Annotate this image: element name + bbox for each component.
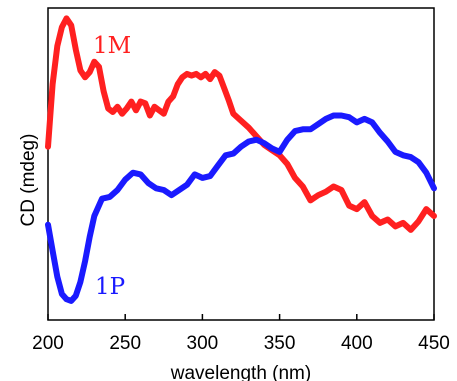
x-tick-label-300: 300	[187, 333, 219, 354]
x-tick-label-400: 400	[341, 333, 373, 354]
series-line-1m	[45, 15, 437, 233]
y-axis-title: CD (mdeg)	[18, 134, 39, 227]
x-tick-label-200: 200	[32, 333, 64, 354]
plot-frame	[47, 7, 435, 321]
x-axis-ticks	[47, 314, 435, 320]
x-axis-tick-labels: 200 250 300 350 400 450	[32, 333, 450, 354]
series-label-1p: 1P	[95, 274, 125, 300]
x-tick-label-350: 350	[264, 333, 296, 354]
x-tick-label-450: 450	[418, 333, 450, 354]
x-axis-title: wavelength (nm)	[170, 363, 311, 381]
x-tick-label-250: 250	[109, 333, 141, 354]
series-line-1p	[45, 112, 437, 304]
series-lines	[45, 15, 437, 304]
series-label-1m: 1M	[93, 33, 131, 59]
